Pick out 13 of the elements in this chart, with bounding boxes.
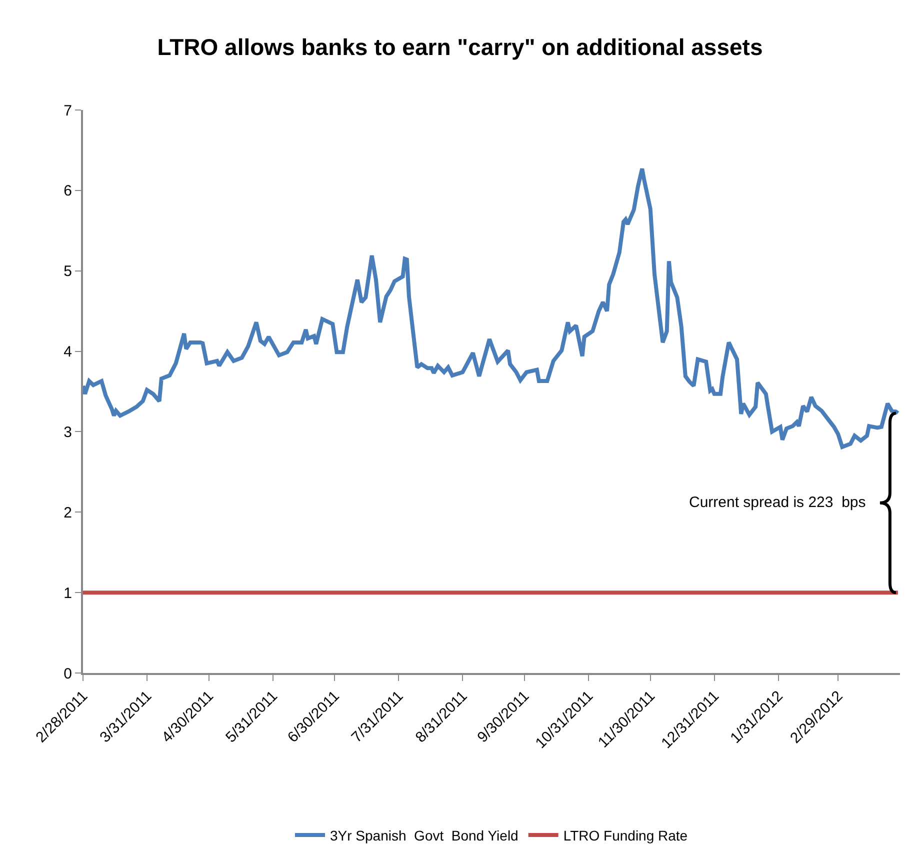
- y-tick-label: 4: [64, 344, 72, 361]
- y-tick-label: 2: [64, 504, 72, 522]
- annotation: Current spread is 223 bps: [689, 494, 866, 511]
- chart-title: LTRO allows banks to earn "carry" on additional assets: [157, 34, 763, 60]
- legend-label: LTRO Funding Rate: [563, 827, 688, 844]
- y-tick-label: 3: [64, 424, 72, 441]
- legend-label: 3Yr Spanish Govt Bond Yield: [330, 827, 518, 844]
- y-tick-label: 7: [64, 102, 72, 120]
- y-tick-label: 6: [64, 182, 72, 200]
- y-tick-label: 5: [64, 263, 72, 280]
- y-tick-label: 0: [64, 665, 72, 682]
- y-tick-label: 1: [64, 584, 72, 602]
- line-series: [83, 166, 900, 449]
